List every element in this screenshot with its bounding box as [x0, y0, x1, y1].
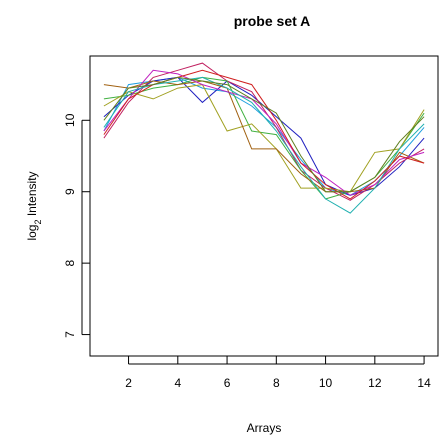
plot-frame: [89, 55, 439, 357]
y-tick-label: 8: [63, 259, 77, 266]
x-axis: 2 4 6 8 10 12 14: [125, 356, 431, 390]
series-line-6: [103, 80, 425, 193]
series-line-5: [103, 84, 425, 193]
x-tick-label: 12: [368, 376, 382, 390]
y-tick-label: 7: [63, 331, 77, 338]
y-axis-label: log2 Intensity: [25, 171, 43, 240]
series-line-10: [103, 76, 425, 193]
x-tick-label: 4: [174, 376, 181, 390]
y-axis: 7 8 9 10: [63, 113, 90, 338]
y-tick-label: 10: [63, 113, 77, 127]
x-tick-label: 2: [125, 376, 132, 390]
x-tick-label: 14: [417, 376, 431, 390]
y-axis-label-main: log: [25, 225, 39, 241]
x-axis-label: Arrays: [247, 421, 282, 435]
series-line-4: [103, 76, 425, 200]
series-line-7: [103, 69, 425, 196]
x-tick-label: 8: [273, 376, 280, 390]
series-lines: [103, 62, 425, 214]
x-tick-label: 10: [319, 376, 333, 390]
chart-title: probe set A: [234, 13, 311, 29]
series-line-9: [103, 69, 425, 200]
y-axis-label-rest: Intensity: [25, 171, 39, 219]
y-tick-label: 9: [63, 188, 77, 195]
y-axis-label-subscript: 2: [33, 220, 43, 225]
series-line-3: [103, 62, 425, 201]
x-tick-label: 6: [224, 376, 231, 390]
series-line-8: [103, 76, 425, 214]
